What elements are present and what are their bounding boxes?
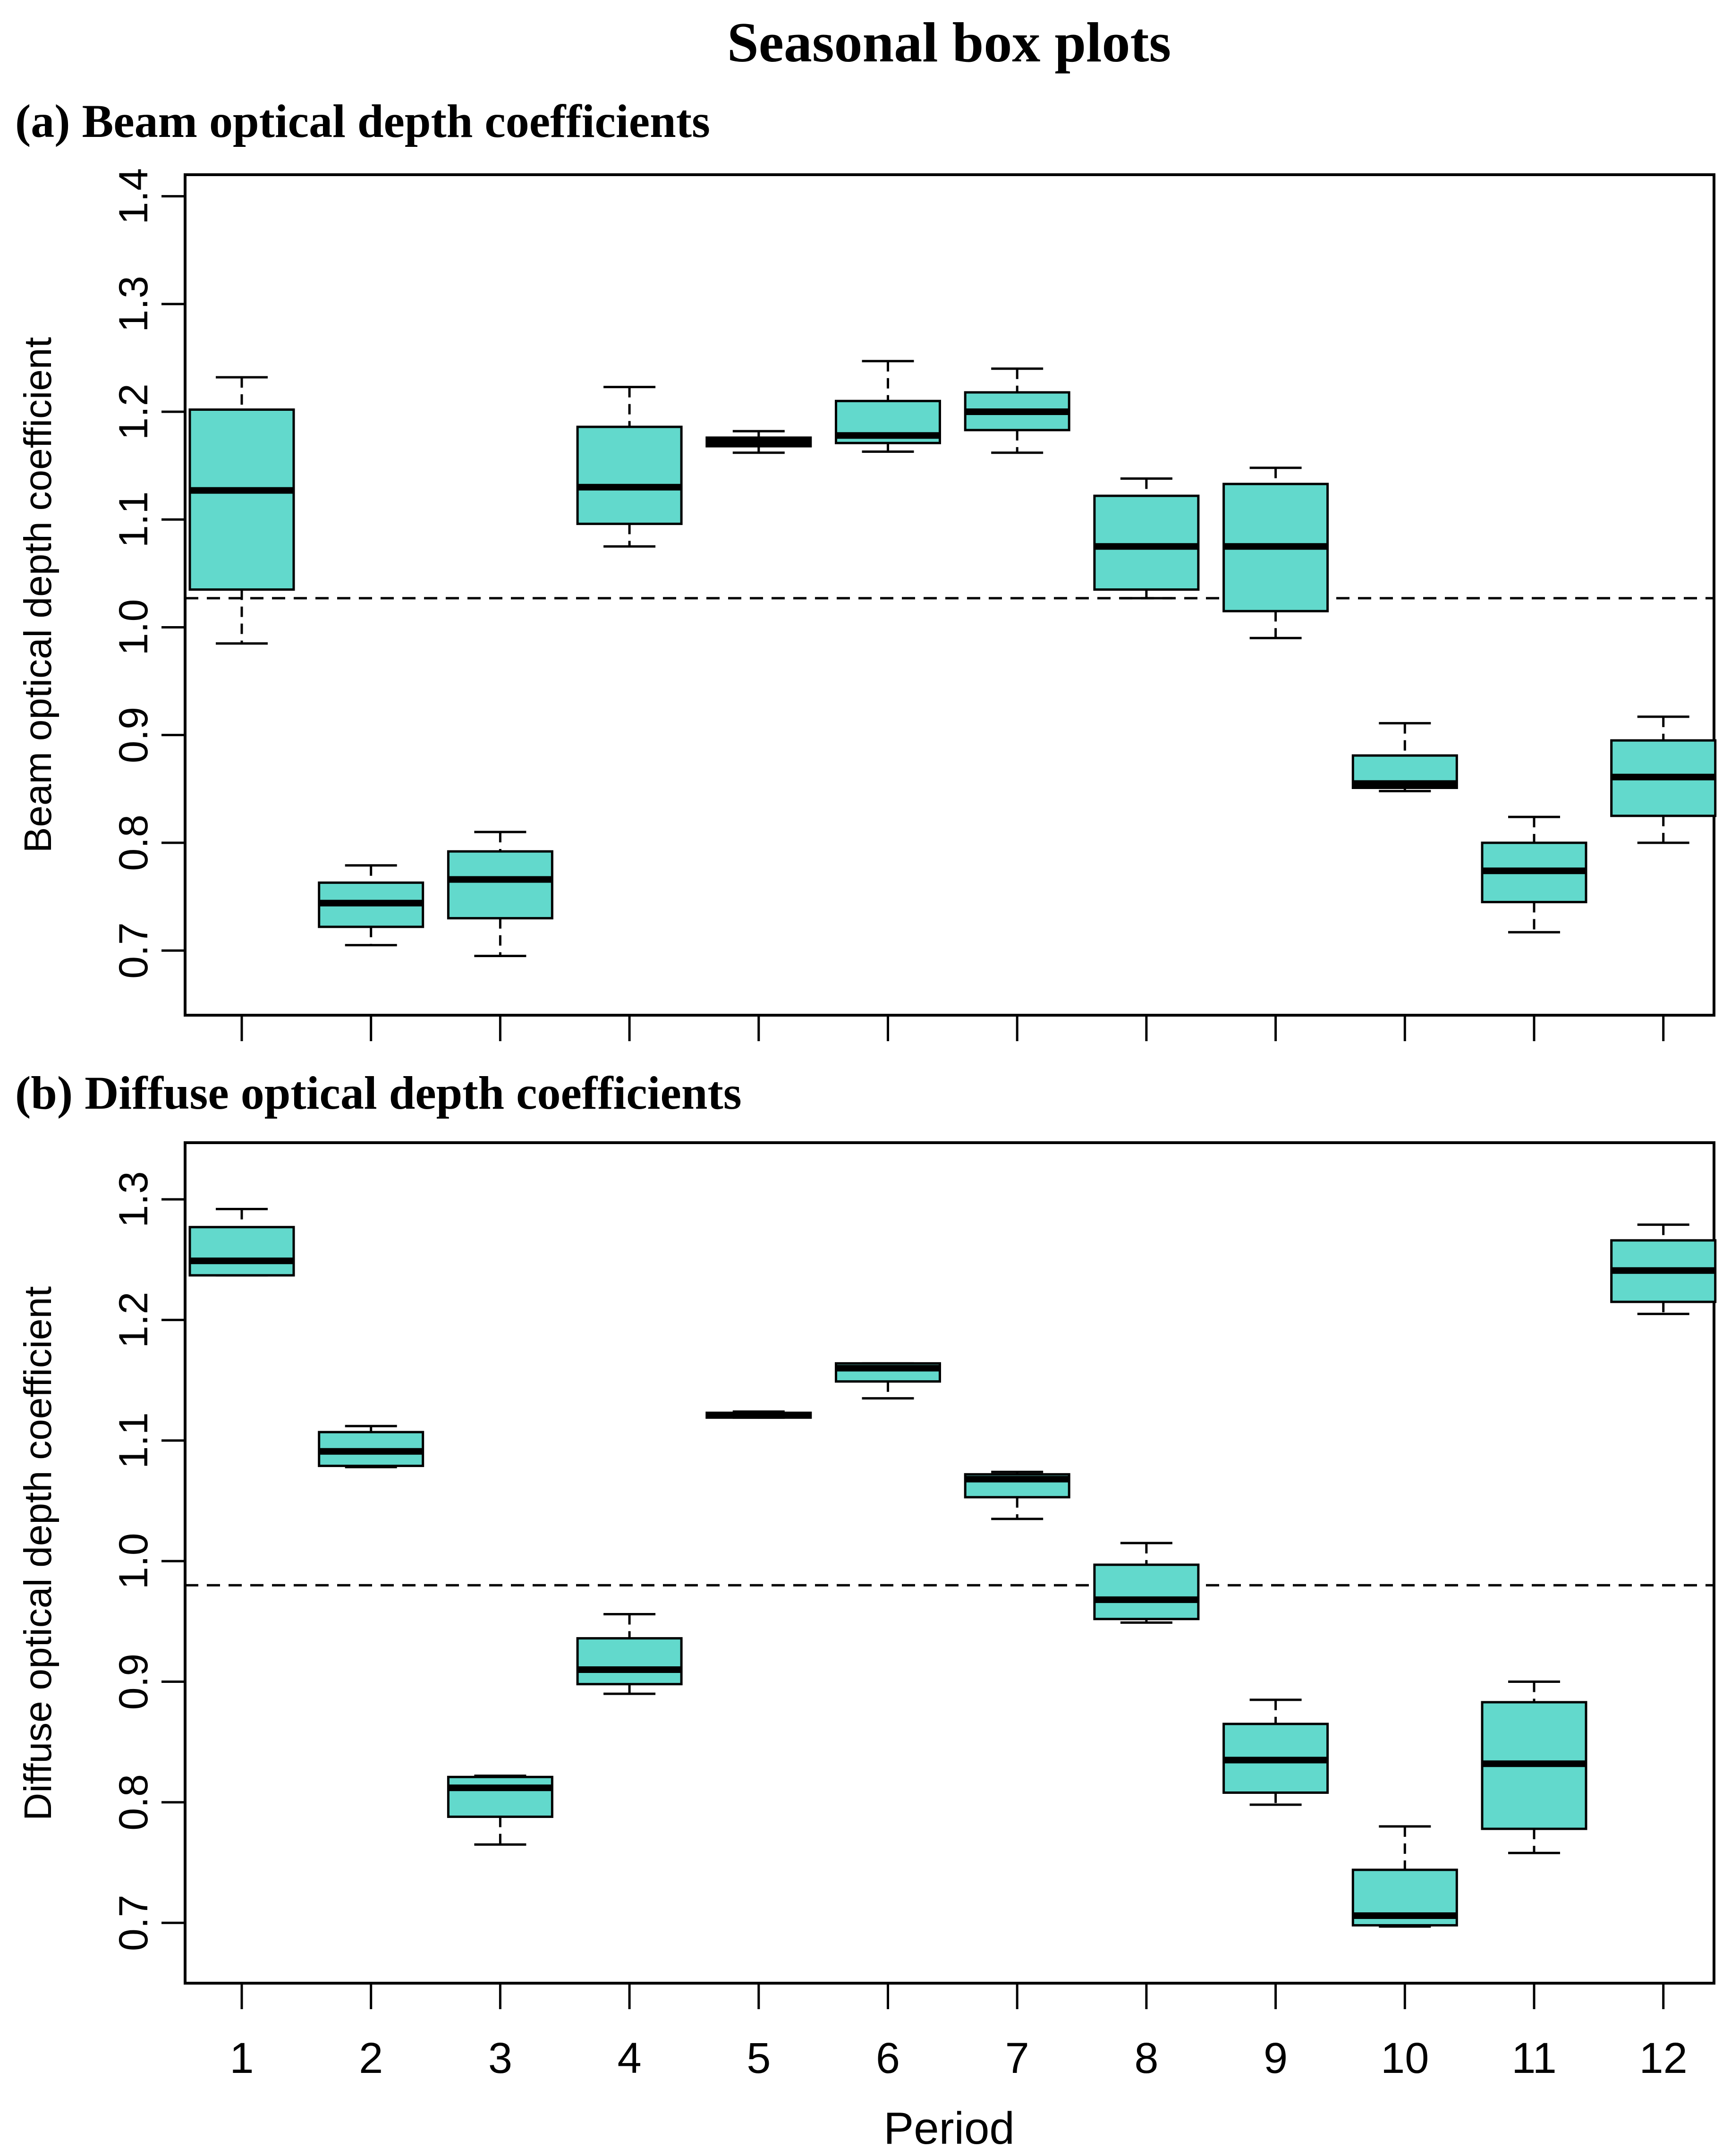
box-iqr [447, 1775, 553, 1818]
y-tick-label: 0.9 [111, 1654, 156, 1710]
y-tick-label: 1.2 [111, 1292, 156, 1349]
y-tick-label: 1.3 [111, 276, 156, 332]
box-period-2 [318, 1425, 424, 1468]
x-tick-label: 2 [359, 2034, 383, 2082]
panel-b-y-axis: 0.7 0.8 0.9 1.0 1.1 1.2 1.3 [111, 1171, 187, 1952]
y-tick-label: 0.9 [111, 707, 156, 764]
x-tick-label: 12 [1639, 2034, 1688, 2082]
panel-a-y-axis-label: Beam optical depth coefficient [17, 337, 59, 853]
box-iqr [188, 1226, 295, 1277]
y-tick-label: 1.0 [111, 599, 156, 656]
box-period-12 [1610, 1223, 1717, 1316]
y-tick-label: 0.7 [111, 922, 156, 979]
y-tick-label: 1.4 [111, 168, 156, 225]
y-tick-label: 1.3 [111, 1171, 156, 1228]
panel-b-boxes [188, 1207, 1717, 1928]
x-tick-label: 9 [1264, 2034, 1288, 2082]
box-period-7 [964, 1470, 1070, 1520]
box-period-2 [318, 864, 424, 947]
box-period-8 [1093, 477, 1200, 600]
box-period-10 [1351, 722, 1458, 792]
box-period-9 [1222, 467, 1329, 639]
x-tick-label: 1 [229, 2034, 254, 2082]
box-period-5 [705, 1410, 812, 1419]
box-iqr [447, 850, 553, 920]
panel-b-title: (b) Diffuse optical depth coefficients [15, 1067, 742, 1119]
y-tick-label: 1.2 [111, 383, 156, 440]
y-tick-label: 1.1 [111, 1412, 156, 1469]
panel-b-x-axis [240, 1982, 1665, 2009]
x-tick-label: 5 [747, 2034, 771, 2082]
box-period-3 [447, 1774, 553, 1846]
x-tick-label: 7 [1005, 2034, 1029, 2082]
box-iqr [576, 425, 683, 525]
box-period-8 [1093, 1542, 1200, 1624]
y-tick-label: 1.0 [111, 1533, 156, 1589]
box-period-3 [447, 831, 553, 957]
box-period-11 [1481, 1681, 1587, 1854]
box-period-6 [835, 360, 941, 453]
panel-b-y-axis-label: Diffuse optical depth coefficient [17, 1286, 59, 1821]
box-period-12 [1610, 715, 1717, 844]
box-period-4 [576, 386, 683, 548]
panel-b-diffuse: (b) Diffuse optical depth coefficients D… [15, 1067, 1717, 2082]
box-period-1 [188, 376, 295, 645]
panel-a-y-axis: 0.7 0.8 0.9 1.0 1.1 1.2 1.3 1.4 [111, 168, 187, 979]
figure-title: Seasonal box plots [727, 11, 1171, 74]
box-period-6 [835, 1362, 941, 1400]
panel-a-x-axis [240, 1014, 1665, 1041]
box-period-7 [964, 367, 1070, 454]
x-tick-label: 8 [1134, 2034, 1158, 2082]
y-tick-label: 0.8 [111, 1774, 156, 1831]
box-iqr [188, 408, 295, 591]
box-period-10 [1351, 1825, 1458, 1928]
x-axis-label: Period [883, 2103, 1015, 2154]
x-tick-label: 4 [618, 2034, 642, 2082]
x-tick-label: 10 [1381, 2034, 1429, 2082]
panel-a-title: (a) Beam optical depth coefficients [15, 95, 710, 147]
y-tick-label: 0.8 [111, 815, 156, 871]
box-iqr [1093, 494, 1200, 591]
panel-b-x-tick-labels: 1 2 3 4 5 6 7 8 9 10 11 12 [229, 2034, 1687, 2082]
box-iqr [576, 1637, 683, 1686]
panel-a-beam: (a) Beam optical depth coefficients Beam… [15, 95, 1717, 1041]
x-tick-label: 11 [1511, 2034, 1557, 2082]
box-period-11 [1481, 815, 1587, 934]
box-period-9 [1222, 1698, 1329, 1806]
box-period-1 [188, 1207, 295, 1277]
x-tick-label: 6 [876, 2034, 900, 2082]
panel-a-boxes [188, 360, 1717, 957]
x-tick-label: 3 [488, 2034, 512, 2082]
box-iqr [1093, 1563, 1200, 1621]
box-period-5 [705, 430, 812, 454]
y-tick-label: 1.1 [111, 491, 156, 548]
y-tick-label: 0.7 [111, 1895, 156, 1952]
box-period-4 [576, 1613, 683, 1695]
